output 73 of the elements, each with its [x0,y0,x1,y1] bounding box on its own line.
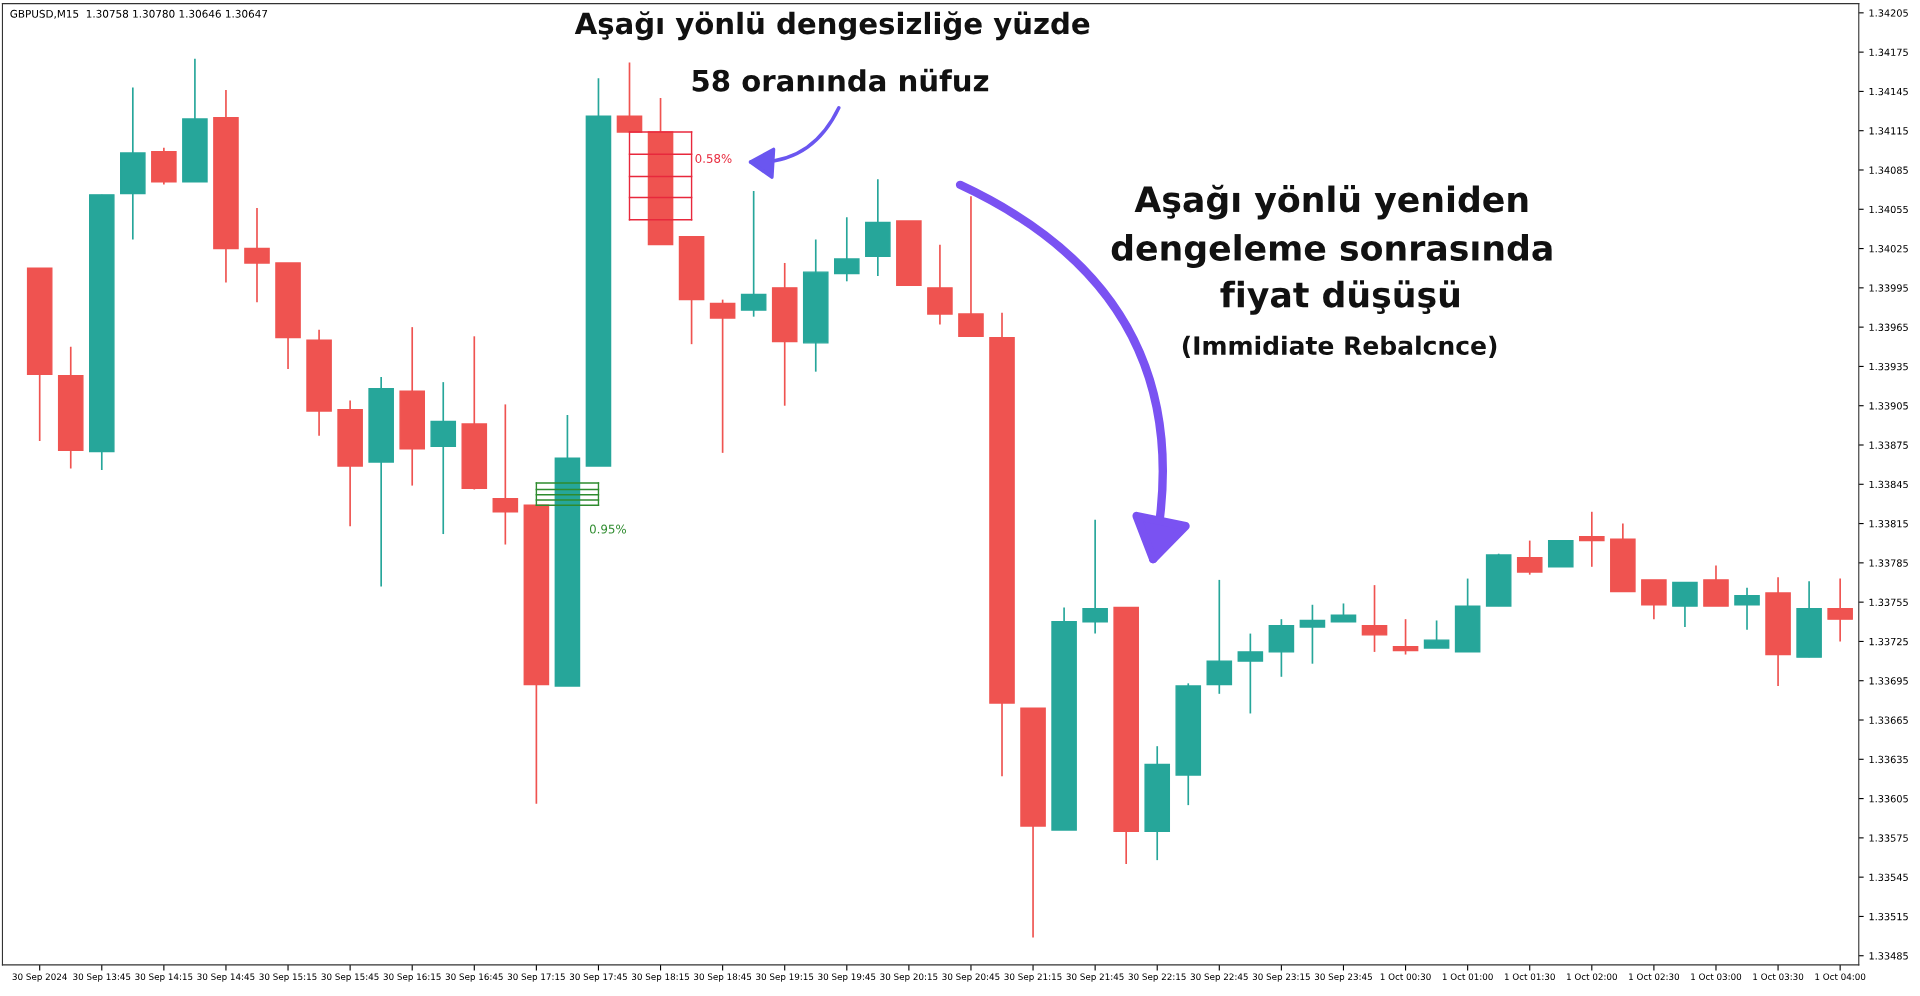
x-tick-label: 30 Sep 15:45 [321,973,379,982]
candlestick [1082,518,1108,635]
x-tick-label: 1 Oct 00:30 [1380,973,1431,980]
y-tick-label: 1.33515 [1869,912,1908,921]
y-tick-label: 1.34025 [1869,245,1908,253]
y-tick-label: 1.33605 [1869,795,1908,803]
annotation: fiyat düşüşü [1220,280,1459,315]
candlestick [492,403,519,546]
candlestick [1361,584,1388,653]
x-tick-label: 1 Oct 02:00 [1567,973,1617,980]
y-tick-label: 1.34175 [1869,48,1908,56]
y-tick-label: 1.33635 [1869,755,1908,764]
y-tick-label: 1.34085 [1869,166,1908,174]
x-tick-label: 1 Oct 03:00 [1691,973,1742,980]
y-tick-label: 1.33695 [1869,677,1908,685]
candlestick [1579,510,1605,568]
y-tick-label: 1.33755 [1869,598,1908,606]
x-tick-label: 30 Sep 23:15 [1252,973,1310,982]
annotation: 58 oranında nüfuz [692,68,989,92]
x-tick-label: 30 Sep 22:15 [1128,973,1186,982]
x-tick-label: 30 Sep 17:45 [569,973,627,982]
x-tick-label: 1 Oct 01:00 [1442,973,1493,980]
candlestick [740,190,767,318]
x-tick-label: 30 Sep 19:45 [818,973,876,982]
y-tick-label: 1.33485 [1869,952,1908,960]
annotation: dengeleme sonrasında [1111,234,1552,268]
candlestick [1392,618,1419,656]
y-tick-label: 1.33965 [1869,323,1908,331]
candlestick [709,298,736,454]
y-tick-label: 1.34145 [1869,87,1908,96]
x-tick-label: 30 Sep 13:45 [73,973,131,982]
x-tick-label: 30 Sep 16:45 [445,973,503,982]
y-tick-label: 1.33935 [1869,362,1908,371]
x-tick-label: 30 Sep 14:45 [197,973,255,982]
y-tick-label: 1.33875 [1869,441,1908,449]
candlestick [1237,632,1264,715]
x-tick-label: 30 Sep 2024 [12,973,67,982]
x-tick-label: 30 Sep 18:15 [632,973,689,982]
x-tick-label: 30 Sep 17:15 [507,973,565,982]
annotation: Aşağı yönlü yeniden [1134,184,1528,220]
x-tick-label: 30 Sep 21:45 [1066,973,1124,982]
text: GBPUSD,M15 1.30758 1.30780 1.30646 1.30647 [10,9,268,19]
y-tick-label: 1.33545 [1869,873,1908,881]
y-tick-label: 1.33905 [1869,402,1908,410]
x-tick-label: 30 Sep 14:15 [135,973,193,982]
x-tick-label: 30 Sep 20:15 [880,973,938,982]
annotation: 0.58% [695,154,732,163]
annotation: (Immidiate Rebalcnce) [1182,335,1497,358]
x-tick-label: 1 Oct 01:30 [1504,973,1555,980]
x-tick-label: 1 Oct 03:30 [1753,973,1804,980]
y-tick-label: 1.33575 [1869,834,1908,842]
annotation: 0.95% [589,524,626,534]
y-tick-label: 1.33995 [1869,284,1908,292]
x-tick-label: 30 Sep 15:15 [259,973,317,982]
x-tick-label: 30 Sep 19:15 [756,973,814,982]
y-tick-label: 1.34115 [1869,127,1908,135]
x-tick-label: 1 Oct 04:00 [1815,973,1866,980]
x-tick-label: 30 Sep 21:15 [1004,973,1062,982]
y-tick-label: 1.34205 [1869,9,1908,17]
x-tick-label: 30 Sep 20:45 [942,973,1000,982]
y-tick-label: 1.33815 [1869,520,1908,528]
x-tick-label: 1 Oct 02:30 [1629,973,1680,980]
x-tick-label: 30 Sep 16:15 [383,973,441,982]
y-tick-label: 1.33665 [1869,716,1908,724]
x-tick-label: 30 Sep 23:45 [1314,973,1372,982]
y-tick-label: 1.33785 [1869,559,1908,567]
y-tick-label: 1.34055 [1869,205,1908,214]
x-tick-label: 30 Sep 22:45 [1190,973,1248,982]
candlestick [1299,603,1326,665]
annotation: Aşağı yönlü dengesizliğe yüzde [574,11,1090,41]
y-tick-label: 1.33725 [1869,637,1908,646]
x-tick-label: 30 Sep 18:45 [694,973,752,982]
y-tick-label: 1.33845 [1869,480,1908,489]
